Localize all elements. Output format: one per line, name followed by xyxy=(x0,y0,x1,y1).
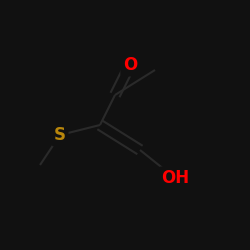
Text: O: O xyxy=(123,56,137,74)
Text: OH: OH xyxy=(161,169,189,187)
Text: S: S xyxy=(54,126,66,144)
